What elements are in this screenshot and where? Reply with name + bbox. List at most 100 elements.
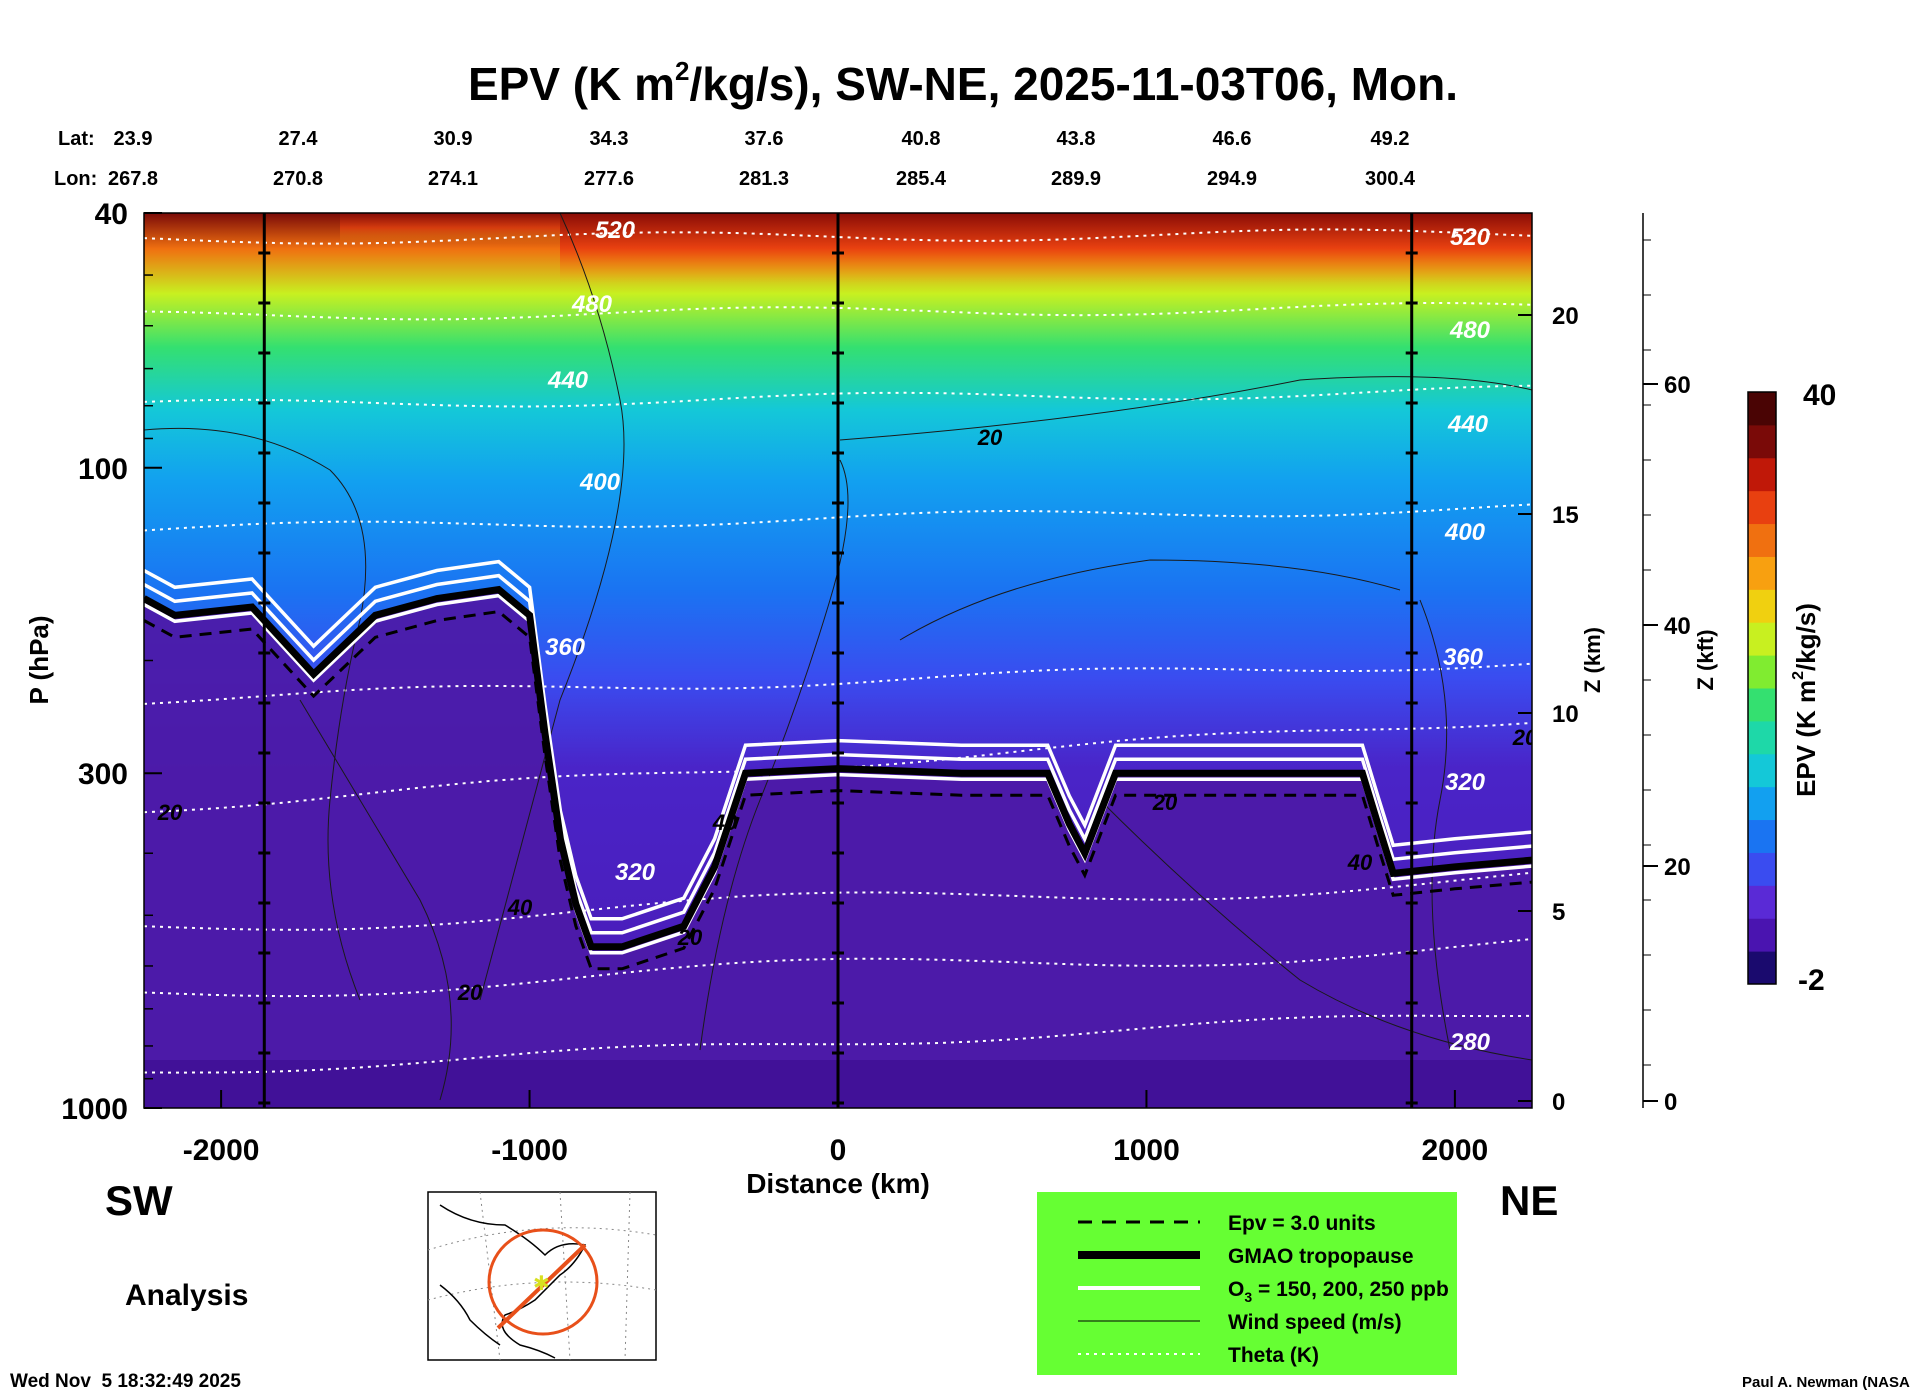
colorbar-segment — [1748, 392, 1776, 426]
legend-ozone-label: O3 = 150, 200, 250 ppb — [1228, 1278, 1449, 1305]
lon-value: 294.9 — [1207, 168, 1257, 190]
colorbar — [1747, 391, 1777, 985]
lon-value: 267.8 — [108, 168, 158, 190]
direction-ne: NE — [1500, 1177, 1558, 1224]
direction-sw: SW — [105, 1177, 173, 1224]
theta-label: 400 — [579, 469, 621, 496]
epv-3-contour — [144, 610, 1532, 971]
lon-value: 289.9 — [1051, 168, 1101, 190]
pressure-tick-label: 100 — [78, 453, 128, 486]
colorbar-segment — [1748, 688, 1776, 722]
lon-label: Lon: — [54, 168, 97, 190]
theta-contours — [144, 228, 1532, 1074]
theta-label: 320 — [1445, 769, 1486, 796]
theta-label: 440 — [1447, 411, 1489, 438]
altitude-km-label: Z (km) — [1580, 627, 1605, 693]
epv-stratosphere-hot — [560, 213, 1532, 283]
colorbar-segment — [1748, 457, 1776, 492]
colorbar-segment — [1748, 918, 1776, 952]
colorbar-frame — [1747, 391, 1777, 985]
wind-label: 20 — [457, 980, 483, 1005]
analysis-label: Analysis — [125, 1279, 248, 1312]
colorbar-segment — [1748, 556, 1776, 590]
pressure-axis-label: P (hPa) — [24, 615, 54, 704]
theta-label: 520 — [1450, 224, 1491, 251]
theta-contour — [144, 721, 1532, 814]
wind-speed-contours — [144, 213, 1532, 1101]
theta-labels: 520 480 440 400 360 320 520 480 440 400 360 320 280 — [545, 217, 1491, 1056]
gmao-tropopause-line — [144, 585, 1532, 951]
distance-tick-label: -2000 — [183, 1134, 260, 1167]
colorbar-segment — [1748, 490, 1776, 525]
kft-tick-label: 0 — [1664, 1089, 1677, 1116]
colorbar-segment — [1748, 720, 1776, 755]
wind-contour — [1099, 799, 1532, 1061]
title-rest: /kg/s), SW-NE, 2025-11-03T06, Mon. — [689, 58, 1458, 110]
credit: Paul A. Newman (NASA — [1742, 1374, 1910, 1391]
lat-value: 30.9 — [434, 128, 473, 150]
kft-tick-label: 40 — [1664, 613, 1691, 640]
colorbar-segment — [1748, 819, 1776, 853]
lat-value: 46.6 — [1213, 128, 1252, 150]
colorbar-segment — [1748, 589, 1776, 623]
kft-tick-label: 20 — [1664, 854, 1691, 881]
colorbar-segment — [1748, 951, 1776, 985]
ozone-contour-150 — [144, 559, 1532, 921]
kft-tick-label: 60 — [1664, 372, 1691, 399]
theta-label: 480 — [571, 291, 613, 318]
distance-axis: -2000 -1000 0 1000 2000 — [183, 1090, 1488, 1167]
legend-theta-label: Theta (K) — [1228, 1344, 1319, 1367]
theta-label: 360 — [1443, 644, 1484, 671]
theta-label: 280 — [1449, 1029, 1491, 1056]
lat-values: 23.9 27.4 30.9 34.3 37.6 40.8 43.8 46.6 49.2 — [114, 128, 1410, 150]
lat-value: 27.4 — [279, 128, 319, 150]
epv-stratosphere-hot-left — [340, 213, 560, 243]
title-sup: 2 — [675, 56, 689, 86]
continent-outline — [439, 1204, 587, 1359]
theta-label: 360 — [545, 634, 586, 661]
colorbar-segment — [1748, 753, 1776, 788]
plot-area: 520480440400360320520480440400360320280 … — [144, 213, 1538, 1108]
wind-contour — [699, 459, 849, 1051]
wind-label: 20 — [1512, 725, 1538, 750]
theta-label: 480 — [1449, 317, 1491, 344]
legend-wind-label: Wind speed (m/s) — [1228, 1311, 1402, 1334]
wind-label: 20 — [677, 925, 703, 950]
center-marker-icon: ✱ — [533, 1273, 550, 1295]
lon-value: 277.6 — [584, 168, 634, 190]
km-tick-label: 5 — [1552, 899, 1565, 926]
theta-label: 440 — [547, 367, 589, 394]
colorbar-segment — [1748, 852, 1776, 886]
lon-value: 281.3 — [739, 168, 789, 190]
pressure-tick-label: 40 — [95, 198, 128, 231]
wind-label: 20 — [157, 800, 183, 825]
lon-values: 267.8 270.8 274.1 277.6 281.3 285.4 289.9 294.9… — [108, 168, 1416, 190]
lat-value: 37.6 — [745, 128, 784, 150]
legend-tropopause-label: GMAO tropopause — [1228, 1245, 1414, 1268]
wind-label: 40 — [1347, 850, 1373, 875]
km-tick-label: 20 — [1552, 303, 1579, 330]
wind-label: 20 — [1152, 790, 1178, 815]
section-track — [496, 1243, 587, 1330]
chart-title: EPV (K m2/kg/s), SW-NE, 2025-11-03T06, M… — [468, 56, 1458, 110]
colorbar-segment — [1748, 523, 1776, 557]
distance-tick-label: -1000 — [491, 1134, 568, 1167]
wind-contour — [899, 559, 1401, 641]
wind-contour — [479, 213, 625, 1001]
theta-label: 400 — [1444, 519, 1486, 546]
wind-contour — [299, 699, 452, 1101]
lon-value: 270.8 — [273, 168, 323, 190]
wind-label: 40 — [712, 810, 738, 835]
timestamp: Wed Nov 5 18:32:49 2025 — [10, 1371, 241, 1392]
ozone-contour-200 — [144, 573, 1532, 935]
legend: Epv = 3.0 units GMAO tropopause O3 = 150… — [1037, 1192, 1457, 1375]
wind-contour — [1419, 599, 1451, 1051]
range-ring — [487, 1228, 599, 1336]
lon-value: 300.4 — [1365, 168, 1416, 190]
colorbar-segment — [1748, 424, 1776, 459]
altitude-km-axis: 20 15 10 5 0 — [1518, 303, 1579, 1116]
lat-value: 40.8 — [902, 128, 941, 150]
distance-axis-label: Distance (km) — [746, 1168, 930, 1199]
